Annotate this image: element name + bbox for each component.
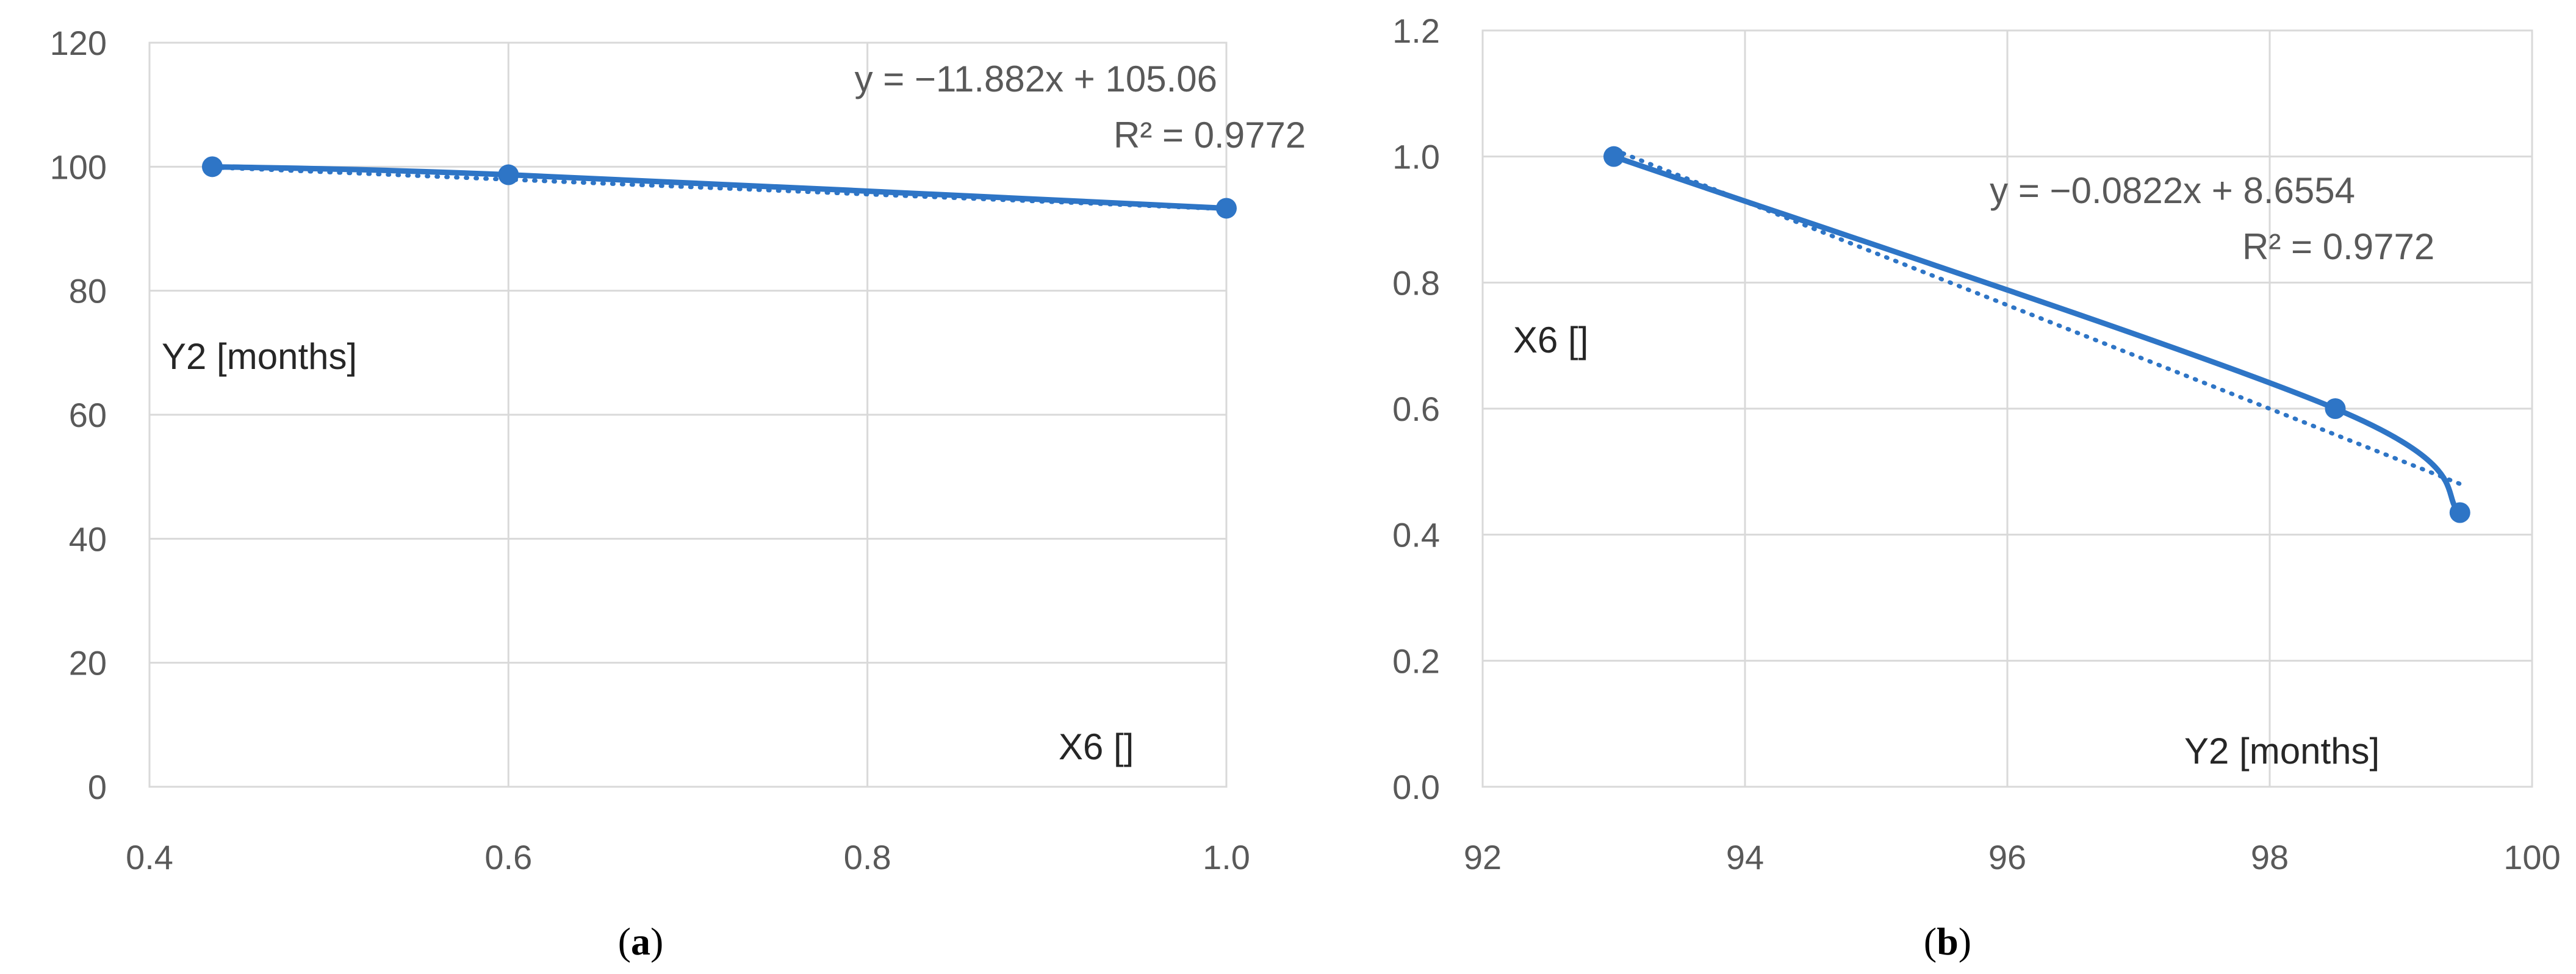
x-tick-label: 0.8 bbox=[844, 838, 891, 876]
y-tick-label: 0.4 bbox=[1392, 516, 1440, 554]
panel-caption: (b) bbox=[1924, 920, 1971, 963]
trendline-r-squared: R² = 0.9772 bbox=[1114, 115, 1306, 156]
y-tick-label: 40 bbox=[69, 520, 107, 558]
series-layer bbox=[1603, 146, 2470, 523]
y-tick-label: 20 bbox=[69, 644, 107, 682]
x-tick-label: 0.6 bbox=[484, 838, 532, 876]
series-layer bbox=[201, 156, 1237, 219]
x-tick-label: 96 bbox=[1988, 838, 2026, 876]
y-tick-label: 100 bbox=[50, 148, 107, 186]
data-point bbox=[1603, 146, 1624, 167]
y-tick-label: 0.6 bbox=[1392, 390, 1440, 428]
panel-caption-letter: b bbox=[1937, 920, 1959, 963]
x-tick-label: 0.4 bbox=[126, 838, 173, 876]
x-tick-label: 92 bbox=[1464, 838, 1502, 876]
x-axis-title: Y2 [months] bbox=[2184, 731, 2380, 772]
data-point bbox=[201, 156, 223, 177]
y-tick-label: 60 bbox=[69, 396, 107, 434]
x-tick-label: 94 bbox=[1726, 838, 1764, 876]
x-tick-label: 100 bbox=[2503, 838, 2560, 876]
series-line bbox=[209, 163, 1229, 211]
y-tick-label: 0 bbox=[88, 768, 107, 806]
y-tick-label: 80 bbox=[69, 272, 107, 310]
trendline-layer bbox=[210, 165, 1229, 212]
y-tick-label: 0.2 bbox=[1392, 642, 1440, 680]
x-tick-label: 1.0 bbox=[1203, 838, 1250, 876]
y-tick-label: 1.2 bbox=[1392, 12, 1440, 50]
data-point bbox=[2325, 398, 2346, 419]
y-tick-label: 0.8 bbox=[1392, 263, 1440, 302]
x-tick-label: 98 bbox=[2251, 838, 2289, 876]
tick-labels: 0.4 0.6 0.8 1.0 0 20 40 60 80 100 120 bbox=[50, 24, 1250, 876]
plot-area-border bbox=[148, 41, 1228, 788]
gridlines bbox=[148, 41, 1228, 788]
gridlines bbox=[1481, 29, 2533, 788]
y-axis-title: Y2 [months] bbox=[162, 336, 357, 377]
trendline-equation: y = −11.882x + 105.06 bbox=[855, 59, 1217, 99]
plot-area-border bbox=[1481, 29, 2533, 788]
y-tick-label: 0.0 bbox=[1392, 768, 1440, 806]
panel-caption: (a) bbox=[618, 920, 664, 963]
data-point bbox=[2449, 502, 2470, 523]
x-axis-title: X6 [] bbox=[1059, 726, 1134, 767]
chart-panel-b: 92 94 96 98 100 0.0 0.2 0.4 0.6 0.8 1.0 1.2 X6 [] Y… bbox=[1392, 12, 2561, 963]
trendline-r-squared: R² = 0.9772 bbox=[2242, 226, 2434, 267]
trendline bbox=[210, 165, 1229, 212]
y-tick-label: 1.0 bbox=[1392, 138, 1440, 176]
data-point bbox=[1216, 198, 1237, 219]
series-line bbox=[1611, 154, 2463, 515]
y-axis-title: X6 [] bbox=[1513, 320, 1588, 360]
panel-caption-letter: a bbox=[631, 920, 650, 963]
data-point bbox=[498, 164, 519, 185]
tick-labels: 92 94 96 98 100 0.0 0.2 0.4 0.6 0.8 1.0 1.2 bbox=[1392, 12, 2561, 876]
y-tick-label: 120 bbox=[50, 24, 107, 62]
trendline-equation: y = −0.0822x + 8.6554 bbox=[1990, 170, 2355, 211]
